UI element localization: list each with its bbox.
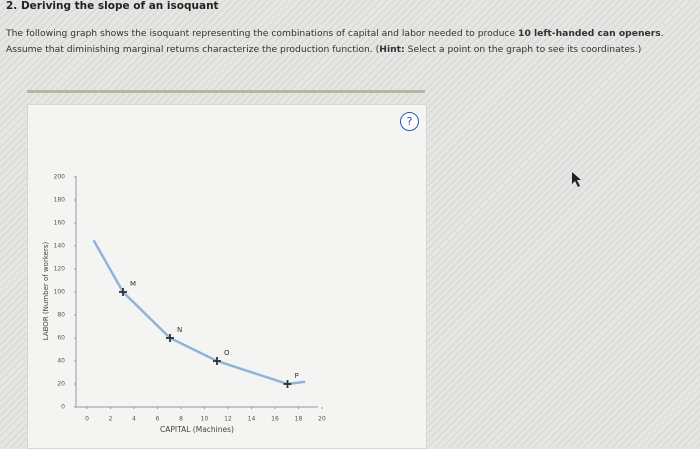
question-title: 2. Deriving the slope of an isoquant — [6, 0, 219, 12]
y-tick-label: 0 — [61, 404, 65, 411]
text: The following graph shows the isoquant r… — [6, 28, 519, 39]
graph-panel — [27, 104, 427, 449]
divider — [27, 90, 425, 93]
y-tick-label: 100 — [54, 289, 66, 296]
isoquant-curve — [92, 239, 306, 386]
x-tick-label: 6 — [156, 416, 160, 423]
x-tick-label: 18 — [295, 416, 303, 423]
text: . Assume that diminishing marginal retur… — [6, 28, 664, 55]
x-tick-label: 16 — [271, 416, 279, 423]
point-label: M — [130, 280, 136, 288]
point-label: O — [224, 349, 230, 357]
bold-text: 10 left-handed can openers — [518, 28, 661, 39]
x-axis-label: CAPITAL (Machines) — [160, 425, 234, 434]
x-tick-label: 20 — [318, 416, 326, 423]
x-tick-label: 0 — [85, 416, 89, 423]
point-label: N — [177, 326, 182, 334]
y-tick-label: 60 — [57, 335, 65, 342]
x-tick-label: 14 — [248, 416, 256, 423]
x-tick-label: 12 — [224, 416, 232, 423]
y-tick-label: 80 — [57, 312, 65, 319]
y-tick-label: 180 — [54, 197, 66, 204]
point-label: P — [295, 372, 299, 380]
help-button[interactable]: ? — [400, 112, 419, 131]
point-marker[interactable] — [119, 288, 127, 296]
y-tick-label: 40 — [57, 358, 65, 365]
y-tick-label: 20 — [57, 381, 65, 388]
point-marker[interactable] — [213, 357, 221, 365]
y-tick-label: 120 — [54, 266, 66, 273]
y-tick-label: 140 — [54, 243, 66, 250]
x-tick-label: 4 — [132, 416, 136, 423]
text: Select a point on the graph to see its c… — [404, 44, 642, 55]
point-marker[interactable] — [166, 334, 174, 342]
x-tick-label: 8 — [179, 416, 183, 423]
cursor — [572, 172, 581, 187]
question-text: The following graph shows the isoquant r… — [6, 26, 691, 58]
x-tick-label: 10 — [201, 416, 209, 423]
bold-text: Hint: — [379, 44, 405, 55]
y-tick-label: 200 — [54, 174, 66, 181]
x-tick-label: 2 — [109, 416, 113, 423]
y-tick-label: 160 — [54, 220, 66, 227]
point-marker[interactable] — [283, 380, 292, 388]
y-axis-label: LABOR (Number of workers) — [42, 242, 50, 341]
